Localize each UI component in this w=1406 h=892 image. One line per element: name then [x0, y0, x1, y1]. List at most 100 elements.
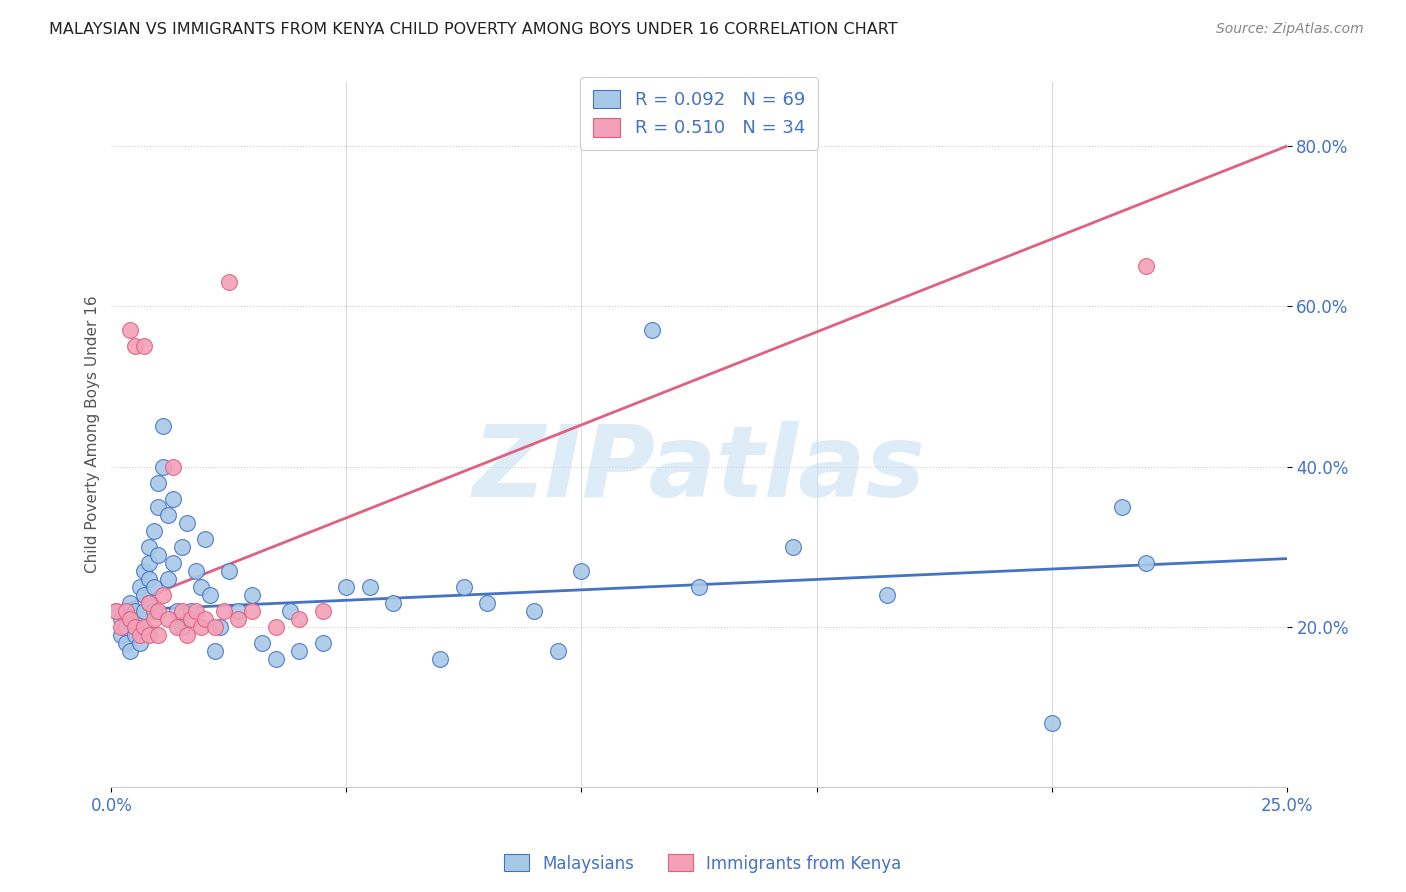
- Point: [170, 604, 193, 618]
- Text: Source: ZipAtlas.com: Source: ZipAtlas.com: [1216, 22, 1364, 37]
- Point: [134, 588, 156, 602]
- Point: [124, 620, 146, 634]
- Point: [152, 588, 174, 602]
- Point: [156, 612, 179, 626]
- Point: [105, 604, 128, 618]
- Point: [477, 596, 499, 610]
- Point: [198, 588, 221, 602]
- Point: [190, 620, 212, 634]
- Legend: Malaysians, Immigrants from Kenya: Malaysians, Immigrants from Kenya: [498, 847, 908, 880]
- Point: [128, 580, 150, 594]
- Point: [114, 636, 136, 650]
- Point: [170, 620, 193, 634]
- Point: [134, 620, 156, 634]
- Point: [218, 276, 240, 290]
- Point: [138, 628, 160, 642]
- Y-axis label: Child Poverty Among Boys Under 16: Child Poverty Among Boys Under 16: [86, 295, 100, 574]
- Point: [194, 532, 217, 546]
- Point: [312, 604, 335, 618]
- Point: [194, 612, 217, 626]
- Point: [228, 604, 250, 618]
- Point: [124, 620, 146, 634]
- Point: [120, 643, 142, 657]
- Point: [120, 596, 142, 610]
- Point: [359, 580, 381, 594]
- Point: [1135, 260, 1157, 274]
- Point: [128, 628, 150, 642]
- Point: [170, 540, 193, 554]
- Point: [250, 636, 273, 650]
- Point: [547, 643, 569, 657]
- Point: [212, 604, 235, 618]
- Point: [134, 339, 156, 353]
- Point: [162, 459, 184, 474]
- Point: [156, 508, 179, 522]
- Point: [148, 628, 170, 642]
- Point: [1135, 556, 1157, 570]
- Point: [782, 540, 804, 554]
- Point: [120, 323, 142, 337]
- Point: [204, 620, 226, 634]
- Point: [114, 620, 136, 634]
- Point: [142, 524, 165, 538]
- Point: [162, 556, 184, 570]
- Point: [264, 620, 287, 634]
- Point: [138, 596, 160, 610]
- Point: [176, 516, 198, 530]
- Text: MALAYSIAN VS IMMIGRANTS FROM KENYA CHILD POVERTY AMONG BOYS UNDER 16 CORRELATION: MALAYSIAN VS IMMIGRANTS FROM KENYA CHILD…: [49, 22, 898, 37]
- Point: [184, 564, 207, 578]
- Point: [264, 651, 287, 665]
- Point: [142, 604, 165, 618]
- Point: [176, 628, 198, 642]
- Point: [138, 540, 160, 554]
- Point: [641, 323, 664, 337]
- Point: [1111, 500, 1133, 514]
- Point: [453, 580, 475, 594]
- Point: [148, 548, 170, 562]
- Point: [228, 612, 250, 626]
- Point: [124, 628, 146, 642]
- Point: [138, 596, 160, 610]
- Point: [166, 604, 188, 618]
- Point: [1040, 715, 1063, 730]
- Text: ZIPatlas: ZIPatlas: [472, 421, 925, 518]
- Point: [138, 572, 160, 586]
- Point: [152, 419, 174, 434]
- Point: [142, 580, 165, 594]
- Point: [148, 475, 170, 490]
- Point: [110, 620, 132, 634]
- Point: [114, 604, 136, 618]
- Point: [288, 612, 311, 626]
- Point: [190, 580, 212, 594]
- Point: [688, 580, 710, 594]
- Point: [128, 612, 150, 626]
- Point: [876, 588, 898, 602]
- Point: [134, 620, 156, 634]
- Point: [312, 636, 335, 650]
- Point: [429, 651, 451, 665]
- Point: [571, 564, 593, 578]
- Point: [124, 604, 146, 618]
- Point: [382, 596, 405, 610]
- Point: [278, 604, 301, 618]
- Point: [166, 620, 188, 634]
- Point: [162, 491, 184, 506]
- Legend: R = 0.092   N = 69, R = 0.510   N = 34: R = 0.092 N = 69, R = 0.510 N = 34: [581, 77, 818, 150]
- Point: [138, 556, 160, 570]
- Point: [105, 604, 128, 618]
- Point: [120, 612, 142, 626]
- Point: [134, 604, 156, 618]
- Point: [180, 604, 202, 618]
- Point: [120, 612, 142, 626]
- Point: [124, 339, 146, 353]
- Point: [335, 580, 357, 594]
- Point: [288, 643, 311, 657]
- Point: [148, 604, 170, 618]
- Point: [218, 564, 240, 578]
- Point: [110, 612, 132, 626]
- Point: [110, 628, 132, 642]
- Point: [204, 643, 226, 657]
- Point: [148, 500, 170, 514]
- Point: [128, 636, 150, 650]
- Point: [142, 612, 165, 626]
